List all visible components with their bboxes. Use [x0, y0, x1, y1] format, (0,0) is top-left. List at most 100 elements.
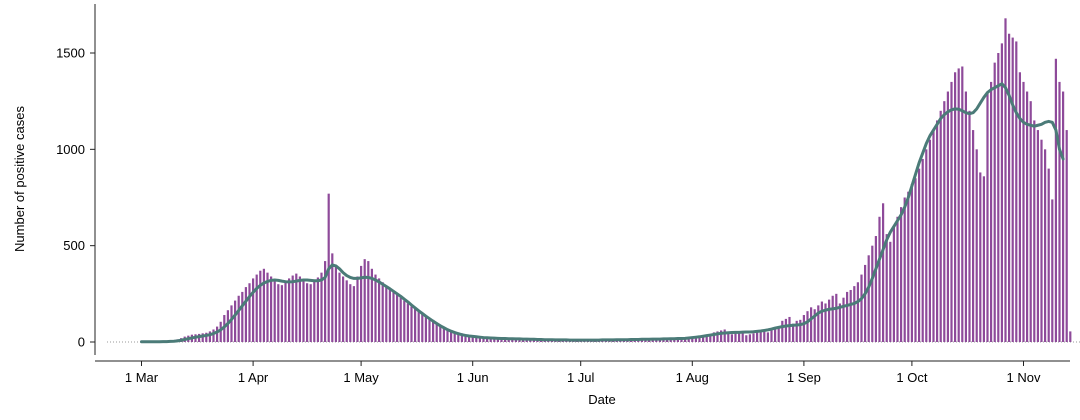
- bar: [245, 287, 247, 342]
- bar: [900, 207, 902, 342]
- bar: [1037, 130, 1039, 342]
- bar: [850, 290, 852, 342]
- x-tick-label: 1 Oct: [896, 370, 927, 385]
- bar: [248, 283, 250, 342]
- bar: [925, 149, 927, 342]
- x-tick-label: 1 Mar: [125, 370, 159, 385]
- bar: [940, 111, 942, 342]
- bar: [353, 286, 355, 342]
- bar: [1058, 82, 1060, 342]
- bar: [1051, 199, 1053, 342]
- bar: [241, 292, 243, 342]
- bar: [749, 334, 751, 342]
- bar: [284, 282, 286, 342]
- bar: [403, 301, 405, 342]
- bar: [922, 159, 924, 342]
- bar: [392, 292, 394, 342]
- bar: [1062, 92, 1064, 342]
- bar: [306, 283, 308, 342]
- bar: [1040, 140, 1042, 342]
- bar: [396, 295, 398, 342]
- bar: [263, 269, 265, 342]
- bar: [1019, 72, 1021, 342]
- bar: [997, 53, 999, 342]
- bar: [378, 278, 380, 342]
- bar: [277, 284, 279, 342]
- bar: [846, 292, 848, 342]
- bar: [382, 282, 384, 342]
- bar: [414, 308, 416, 342]
- bar: [950, 82, 952, 342]
- bar: [832, 296, 834, 342]
- bar: [871, 246, 873, 342]
- bar: [745, 335, 747, 342]
- bar: [259, 271, 261, 342]
- bar: [731, 334, 733, 342]
- bar: [943, 101, 945, 342]
- x-tick-label: 1 Sep: [787, 370, 821, 385]
- bars-group: [140, 18, 1071, 342]
- bar: [1033, 120, 1035, 342]
- bar: [299, 276, 301, 342]
- bar: [994, 63, 996, 342]
- bar: [979, 172, 981, 342]
- bar: [954, 72, 956, 342]
- bar: [302, 280, 304, 342]
- bar: [864, 265, 866, 342]
- bar: [893, 226, 895, 342]
- bar: [364, 259, 366, 342]
- bar: [976, 149, 978, 342]
- bar: [1012, 38, 1014, 342]
- bar: [857, 282, 859, 342]
- bar: [911, 184, 913, 342]
- bar: [828, 300, 830, 342]
- x-tick-label: 1 Nov: [1007, 370, 1041, 385]
- x-tick-label: 1 Jul: [567, 370, 595, 385]
- bar: [410, 306, 412, 342]
- bar: [1008, 34, 1010, 342]
- bar: [990, 82, 992, 342]
- bar: [767, 332, 769, 342]
- bar: [842, 298, 844, 342]
- bar: [821, 302, 823, 342]
- bar: [292, 276, 294, 342]
- bar: [313, 281, 315, 342]
- bar: [374, 275, 376, 342]
- bar: [342, 276, 344, 342]
- bar: [763, 330, 765, 342]
- bar: [907, 192, 909, 342]
- bar: [295, 274, 297, 342]
- bar: [418, 310, 420, 342]
- x-tick-label: 1 Jun: [457, 370, 489, 385]
- bar: [781, 321, 783, 342]
- bar: [338, 273, 340, 342]
- bar: [785, 319, 787, 342]
- bar: [428, 318, 430, 342]
- bar: [734, 333, 736, 342]
- bar: [1044, 149, 1046, 342]
- bar: [389, 288, 391, 342]
- bar: [810, 307, 812, 342]
- bar: [929, 140, 931, 342]
- bar: [868, 255, 870, 342]
- bar: [860, 275, 862, 342]
- bar: [1055, 59, 1057, 342]
- bar: [936, 120, 938, 342]
- bar: [1030, 101, 1032, 342]
- bar: [752, 333, 754, 342]
- x-tick-label: 1 Apr: [238, 370, 269, 385]
- bar: [317, 277, 319, 342]
- bar: [972, 130, 974, 342]
- bar: [904, 198, 906, 343]
- bar: [335, 265, 337, 342]
- bar: [1015, 41, 1017, 342]
- bar: [1048, 169, 1050, 342]
- bar: [356, 276, 358, 342]
- bar: [288, 278, 290, 342]
- bar: [212, 329, 214, 342]
- bar: [947, 92, 949, 342]
- bar: [1069, 331, 1071, 342]
